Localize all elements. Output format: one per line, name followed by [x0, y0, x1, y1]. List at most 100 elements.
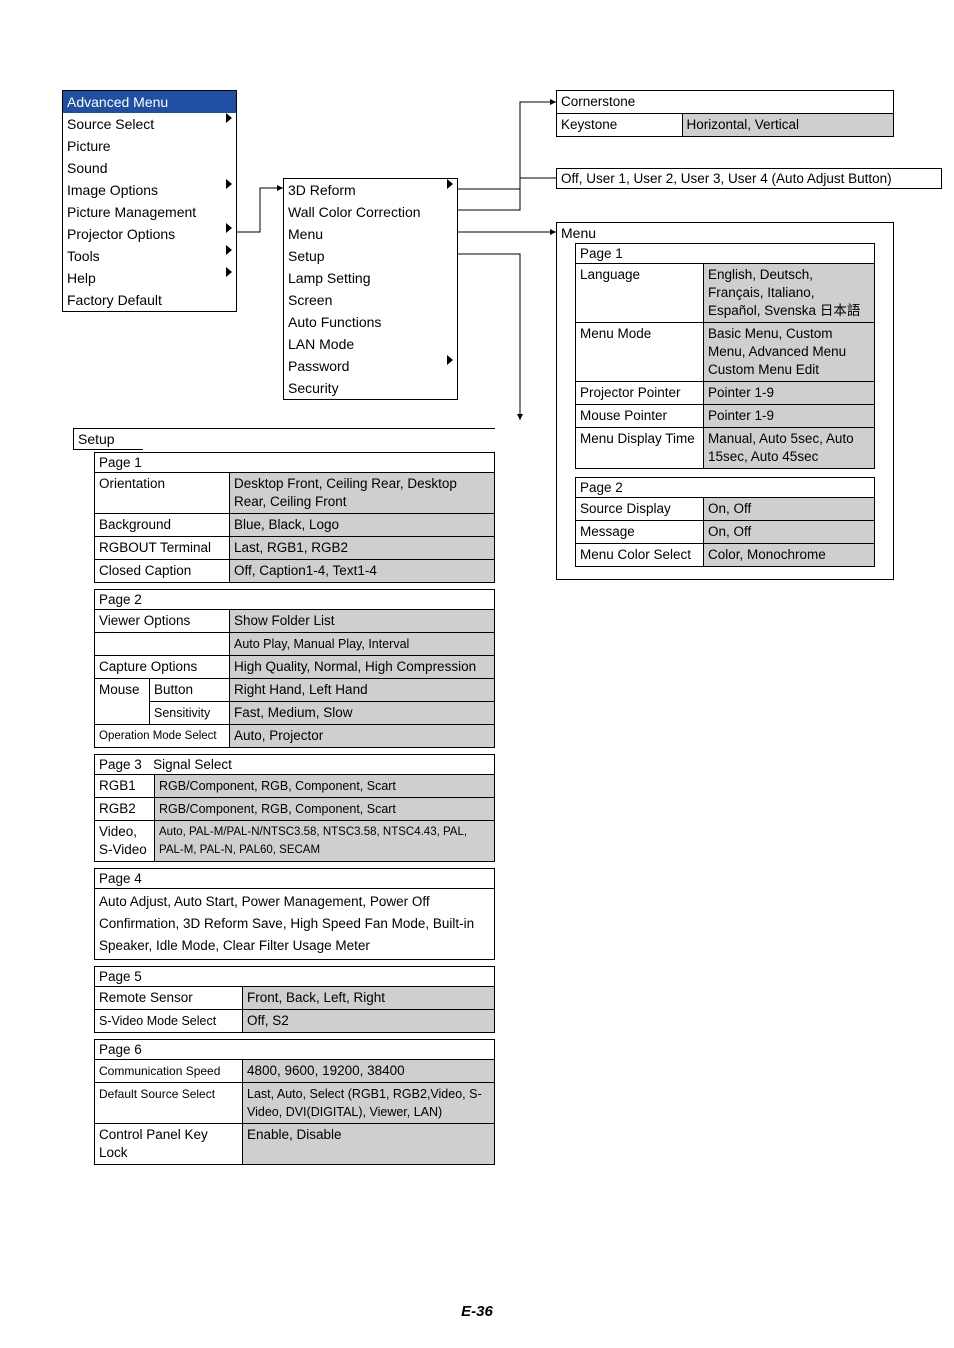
menu-row-value: Pointer 1-9 — [704, 382, 875, 405]
menu-item-label: Setup — [288, 245, 325, 267]
projector-option-item[interactable]: 3D Reform — [284, 179, 457, 201]
menu-item-label: Source Select — [67, 113, 154, 135]
setup-p3-r2v: Auto, PAL-M/PAL-N/NTSC3.58, NTSC3.58, NT… — [155, 821, 495, 862]
advanced-menu-item[interactable]: Picture — [63, 135, 236, 157]
menu-row-value: On, Off — [704, 521, 875, 544]
setup-p4-content: Auto Adjust, Auto Start, Power Managemen… — [95, 889, 495, 960]
menu-detail-title: Menu — [557, 223, 893, 243]
menu-row-key: Mouse Pointer — [576, 405, 704, 428]
menu-row-key: Menu Mode — [576, 323, 704, 382]
menu-row-value: Color, Monochrome — [704, 544, 875, 567]
setup-p6-r1v: Last, Auto, Select (RGB1, RGB2,Video, S-… — [243, 1083, 495, 1124]
menu-item-label: Wall Color Correction — [288, 201, 421, 223]
setup-p2-r0v: Show Folder List — [230, 610, 495, 633]
advanced-menu-item[interactable]: Factory Default — [63, 289, 236, 311]
setup-row-key: RGBOUT Terminal — [95, 537, 230, 560]
projector-option-item[interactable]: Password — [284, 355, 457, 377]
setup-p2-r0v2: Auto Play, Manual Play, Interval — [230, 633, 495, 656]
menu-item-label: Lamp Setting — [288, 267, 371, 289]
menu-item-label: Picture Management — [67, 201, 196, 223]
advanced-menu-box: Advanced Menu Source SelectPictureSoundI… — [62, 90, 237, 312]
advanced-menu-item[interactable]: Source Select — [63, 113, 236, 135]
menu-item-label: Auto Functions — [288, 311, 381, 333]
setup-p2-r2v: Right Hand, Left Hand — [230, 679, 495, 702]
menu-item-label: Screen — [288, 289, 332, 311]
menu-item-label: Password — [288, 355, 349, 377]
menu-item-label: Projector Options — [67, 223, 175, 245]
setup-p2-r1k: Capture Options — [95, 656, 230, 679]
projector-option-item[interactable]: Security — [284, 377, 457, 399]
menu-item-label: Tools — [67, 245, 100, 267]
menu-item-label: Picture — [67, 135, 111, 157]
submenu-arrow-icon — [447, 355, 453, 365]
advanced-menu-item[interactable]: Sound — [63, 157, 236, 179]
setup-p6-r2k: Control Panel Key Lock — [95, 1124, 243, 1165]
menu-item-label: Help — [67, 267, 96, 289]
setup-p3-r1v: RGB/Component, RGB, Component, Scart — [155, 798, 495, 821]
setup-p2-r4k: Operation Mode Select — [95, 725, 230, 748]
advanced-menu-title: Advanced Menu — [63, 91, 236, 113]
setup-p5-r1k: S-Video Mode Select — [95, 1010, 243, 1033]
setup-p5-r1v: Off, S2 — [243, 1010, 495, 1033]
projector-option-item[interactable]: Lamp Setting — [284, 267, 457, 289]
setup-p3-r0v: RGB/Component, RGB, Component, Scart — [155, 775, 495, 798]
setup-p2-r4v: Auto, Projector — [230, 725, 495, 748]
keystone-label: Keystone — [557, 114, 682, 137]
setup-p6-r0k: Communication Speed — [95, 1060, 243, 1083]
menu-row-key: Source Display — [576, 498, 704, 521]
setup-p3-r1k: RGB2 — [95, 798, 155, 821]
submenu-arrow-icon — [226, 113, 232, 123]
menu-row-key: Language — [576, 264, 704, 323]
menu-row-key: Projector Pointer — [576, 382, 704, 405]
submenu-arrow-icon — [226, 179, 232, 189]
projector-option-item[interactable]: Menu — [284, 223, 457, 245]
setup-p2-r3k2: Sensitivity — [150, 702, 230, 725]
projector-option-item[interactable]: Auto Functions — [284, 311, 457, 333]
menu-detail-box: Menu Page 1 LanguageEnglish, Deutsch, Fr… — [556, 222, 894, 580]
setup-p2-r2k2: Button — [150, 679, 230, 702]
setup-p6-r0v: 4800, 9600, 19200, 38400 — [243, 1060, 495, 1083]
setup-p2-r2k: Mouse — [95, 679, 150, 725]
menu-row-value: Basic Menu, Custom Menu, Advanced Menu C… — [704, 323, 875, 382]
menu-item-label: Sound — [67, 157, 107, 179]
setup-row-key: Orientation — [95, 473, 230, 514]
menu-row-value: Pointer 1-9 — [704, 405, 875, 428]
projector-option-item[interactable]: Screen — [284, 289, 457, 311]
menu-page2-label: Page 2 — [576, 478, 875, 498]
keystone-value: Horizontal, Vertical — [682, 114, 893, 137]
advanced-menu-item[interactable]: Tools — [63, 245, 236, 267]
setup-p1-label: Page 1 — [95, 453, 495, 473]
menu-row-value: Manual, Auto 5sec, Auto 15sec, Auto 45se… — [704, 428, 875, 469]
3d-reform-box: Cornerstone Keystone Horizontal, Vertica… — [556, 90, 894, 137]
projector-option-item[interactable]: Setup — [284, 245, 457, 267]
menu-row-key: Menu Color Select — [576, 544, 704, 567]
submenu-arrow-icon — [226, 267, 232, 277]
setup-row-value: Desktop Front, Ceiling Rear, Desktop Rea… — [230, 473, 495, 514]
menu-item-label: Security — [288, 377, 339, 399]
setup-p6-r1k: Default Source Select — [95, 1083, 243, 1124]
projector-option-item[interactable]: LAN Mode — [284, 333, 457, 355]
menu-row-key: Menu Display Time — [576, 428, 704, 469]
advanced-menu-item[interactable]: Image Options — [63, 179, 236, 201]
projector-options-box: 3D ReformWall Color CorrectionMenuSetupL… — [283, 178, 458, 400]
wall-color-box: Off, User 1, User 2, User 3, User 4 (Aut… — [556, 168, 942, 189]
submenu-arrow-icon — [447, 179, 453, 189]
setup-p3-r2k: Video, S-Video — [95, 821, 155, 862]
menu-row-value: English, Deutsch, Français, Italiano, Es… — [704, 264, 875, 323]
advanced-menu-item[interactable]: Projector Options — [63, 223, 236, 245]
setup-detail-title: Setup — [73, 429, 143, 450]
setup-row-value: Last, RGB1, RGB2 — [230, 537, 495, 560]
menu-row-value: On, Off — [704, 498, 875, 521]
menu-item-label: 3D Reform — [288, 179, 356, 201]
setup-p2-r1v: High Quality, Normal, High Compression — [230, 656, 495, 679]
cornerstone-label: Cornerstone — [557, 91, 893, 114]
setup-row-value: Blue, Black, Logo — [230, 514, 495, 537]
menu-item-label: Menu — [288, 223, 323, 245]
advanced-menu-item[interactable]: Picture Management — [63, 201, 236, 223]
setup-p2-r3v: Fast, Medium, Slow — [230, 702, 495, 725]
setup-row-value: Off, Caption1-4, Text1-4 — [230, 560, 495, 583]
menu-item-label: Image Options — [67, 179, 158, 201]
advanced-menu-item[interactable]: Help — [63, 267, 236, 289]
projector-option-item[interactable]: Wall Color Correction — [284, 201, 457, 223]
setup-p4-label: Page 4 — [95, 869, 495, 889]
